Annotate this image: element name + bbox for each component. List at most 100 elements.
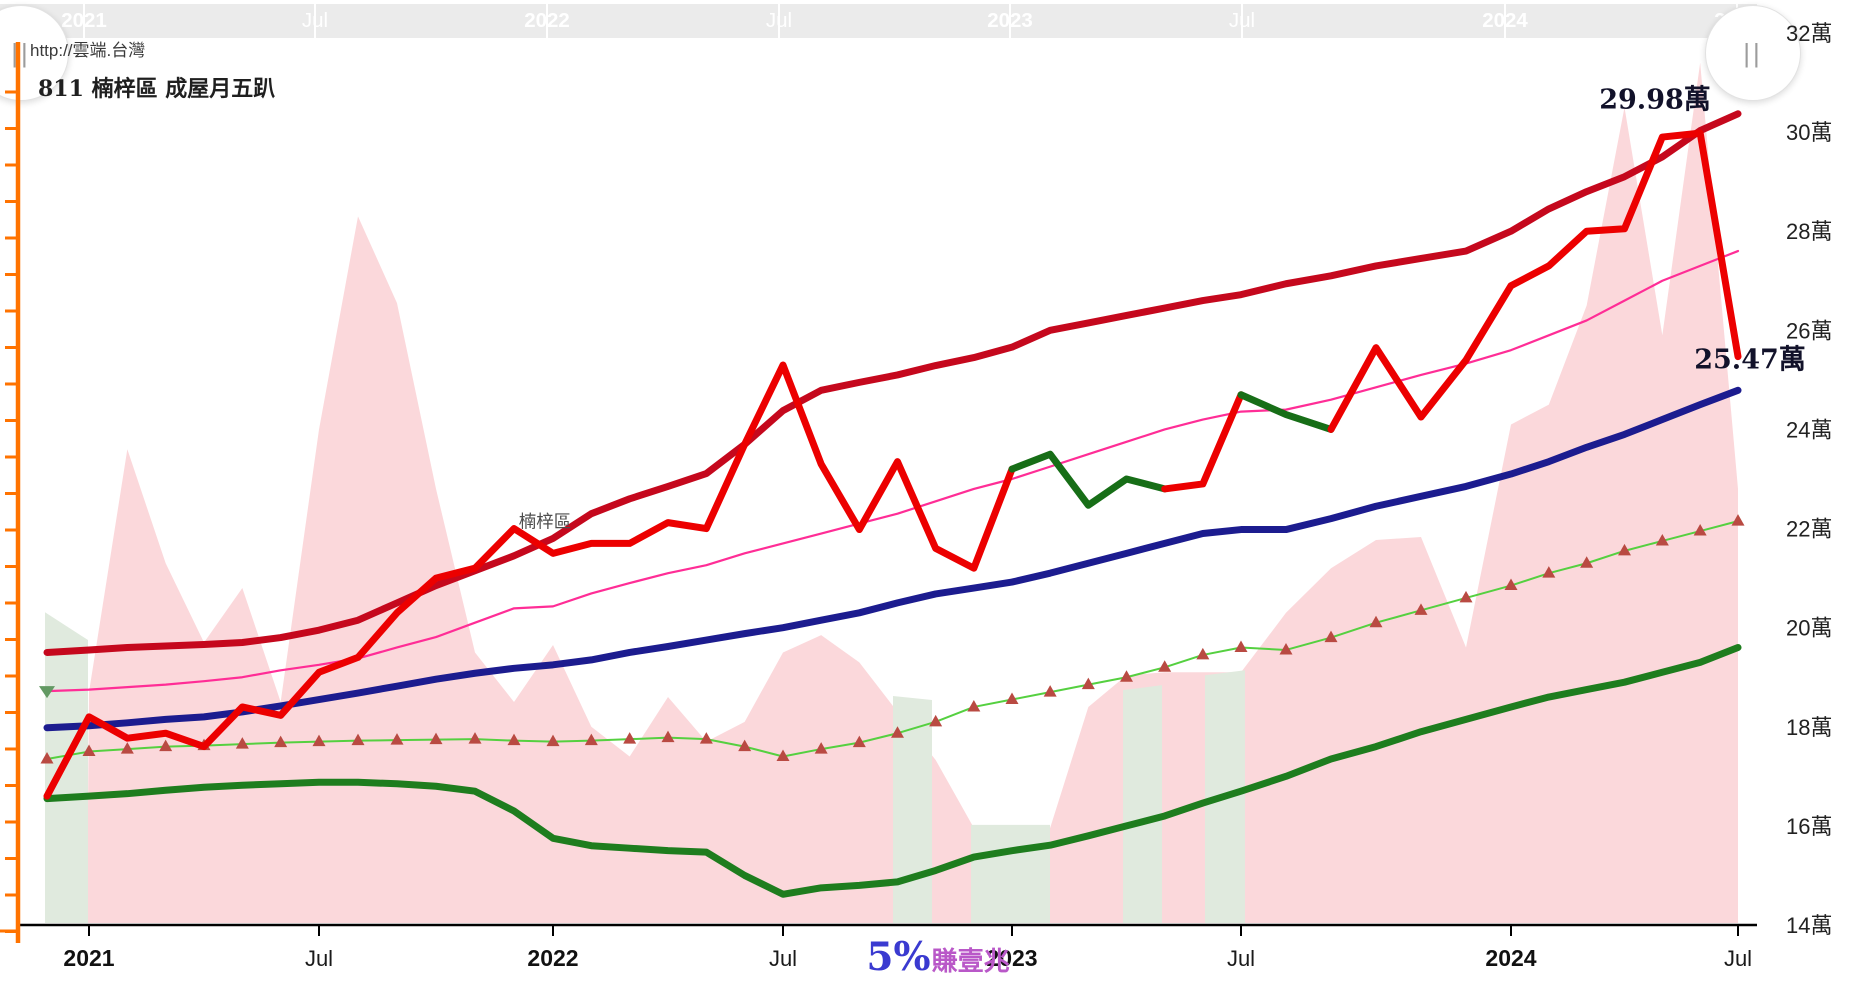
marker-triangle-up-icon (1655, 533, 1669, 546)
scrubber-tick (83, 4, 85, 38)
series-upper-band (43, 110, 1742, 656)
scrubber-label-2022: 2022 (524, 9, 570, 32)
y-axis-label-24萬: 24萬 (1786, 417, 1832, 442)
marker-triangle-up-icon (1414, 603, 1428, 615)
marker-triangle-up-icon (274, 735, 288, 748)
y-axis-label-32萬: 32萬 (1786, 21, 1832, 46)
scrubber-tick (1241, 4, 1243, 38)
x-axis-label-Jul: Jul (769, 946, 797, 971)
scrubber-tick (1009, 4, 1011, 38)
chart-title: 811 楠梓區 成屋月五趴 (38, 76, 276, 102)
marker-triangle-up-icon (929, 714, 943, 727)
drag-handle-icon: || (1743, 37, 1763, 68)
y-axis-label-28萬: 28萬 (1786, 219, 1832, 244)
marker-triangle-up-icon (120, 742, 134, 754)
marker-triangle-up-icon (776, 749, 790, 762)
marker-triangle-up-icon (351, 733, 365, 746)
series-monthly-price (1327, 129, 1742, 433)
watermark: 5% 賺壹兆 (866, 934, 1009, 980)
marker-triangle-up-icon (1043, 685, 1057, 697)
marker-triangle-up-icon (1120, 670, 1133, 682)
series-monthly-price (1237, 391, 1335, 433)
scrubber-label-Jul: Jul (301, 9, 329, 32)
background-band-green-2 (971, 824, 1050, 923)
scrubber-label-Jul: Jul (1228, 9, 1256, 32)
marker-triangle-up-icon (1693, 524, 1707, 536)
marker-triangle-up-icon (1618, 543, 1631, 556)
marker-triangle-up-icon (312, 734, 326, 747)
marker-triangle-up-icon (814, 742, 828, 754)
background-band-green-0 (45, 612, 88, 923)
marker-triangle-up-icon (390, 733, 404, 745)
x-axis-label-2024: 2024 (1485, 945, 1536, 971)
marker-triangle-up-icon (1459, 590, 1473, 603)
page-url-text: http://雲端.台灣 (30, 41, 146, 60)
marker-triangle-up-icon (967, 699, 981, 712)
scrubber-label-Jul: Jul (765, 9, 793, 32)
marker-triangle-up-icon (1324, 630, 1338, 643)
marker-triangle-up-icon (235, 737, 249, 749)
marker-triangle-up-icon (1158, 660, 1172, 672)
scrubber-tick (314, 4, 316, 38)
marker-triangle-up-icon (584, 733, 598, 746)
marker-triangle-up-icon (468, 732, 482, 744)
y-axis-label-16萬: 16萬 (1786, 814, 1832, 839)
y-axis-label-22萬: 22萬 (1786, 517, 1832, 542)
background-band-green-3 (1123, 685, 1162, 923)
scrubber-tick (546, 4, 548, 38)
x-axis-label-Jul: Jul (1227, 946, 1255, 971)
marker-triangle-up-icon (429, 732, 443, 745)
x-axis-label-Jul: Jul (1724, 946, 1752, 971)
x-axis-label-Jul: Jul (305, 946, 333, 971)
y-axis-label-14萬: 14萬 (1786, 913, 1832, 938)
marker-triangle-up-icon (1731, 514, 1745, 526)
y-axis-label-20萬: 20萬 (1786, 616, 1832, 641)
marker-triangle-up-icon (1005, 692, 1019, 705)
series-mid-band (43, 386, 1742, 732)
scrubber-label-2024: 2024 (1482, 9, 1528, 32)
scrubber-tick (778, 4, 780, 38)
marker-triangle-up-icon (661, 730, 675, 743)
series-cost-line (46, 520, 1739, 760)
background-area-pink (87, 62, 1738, 923)
district-series-label: 楠梓區 (518, 511, 572, 532)
marker-triangle-up-icon (1542, 566, 1556, 578)
marker-triangle-up-icon (546, 734, 560, 747)
scrubber-label-2023: 2023 (987, 9, 1033, 32)
marker-triangle-up-icon (699, 732, 713, 744)
marker-triangle-up-icon (1369, 615, 1383, 628)
scrubber-band[interactable]: 2021Jul2022Jul2023Jul20242025 (0, 4, 1760, 38)
marker-triangle-up-icon (623, 732, 637, 744)
marker-triangle-up-icon (1279, 642, 1293, 655)
y-axis-label-26萬: 26萬 (1786, 318, 1832, 343)
marker-triangle-up-icon (1504, 578, 1518, 591)
x-axis-label-2022: 2022 (527, 945, 578, 971)
y-axis-label-18萬: 18萬 (1786, 715, 1832, 740)
marker-triangle-down-icon (39, 686, 55, 699)
x-axis-label-2021: 2021 (63, 945, 114, 971)
marker-triangle-up-icon (738, 739, 752, 752)
marker-triangle-up-icon (852, 735, 866, 748)
latest-value-annotation: 25.47萬 (1694, 344, 1806, 376)
marker-triangle-up-icon (82, 744, 96, 757)
marker-triangle-up-icon (40, 751, 54, 764)
scrubber-right-handle[interactable]: || (1705, 5, 1801, 101)
marker-triangle-up-icon (1234, 640, 1248, 652)
series-lower-band (43, 643, 1742, 898)
watermark-percent: 5% (866, 934, 931, 980)
scrubber-tick (1504, 4, 1506, 38)
marker-triangle-up-icon (1196, 647, 1210, 660)
watermark-brand: 賺壹兆 (931, 946, 1010, 976)
background-band-green-1 (893, 696, 932, 923)
marker-triangle-up-icon (159, 739, 173, 752)
x-axis-label-2023: 2023 (986, 945, 1037, 971)
series-monthly-price (43, 361, 1016, 800)
marker-triangle-up-icon (507, 733, 521, 746)
peak-value-annotation: 29.98萬 (1599, 84, 1711, 116)
marker-triangle-up-icon (1081, 677, 1095, 690)
y-axis-label-30萬: 30萬 (1786, 120, 1832, 145)
marker-triangle-up-icon (1580, 556, 1594, 568)
marker-triangle-up-icon (891, 726, 904, 738)
